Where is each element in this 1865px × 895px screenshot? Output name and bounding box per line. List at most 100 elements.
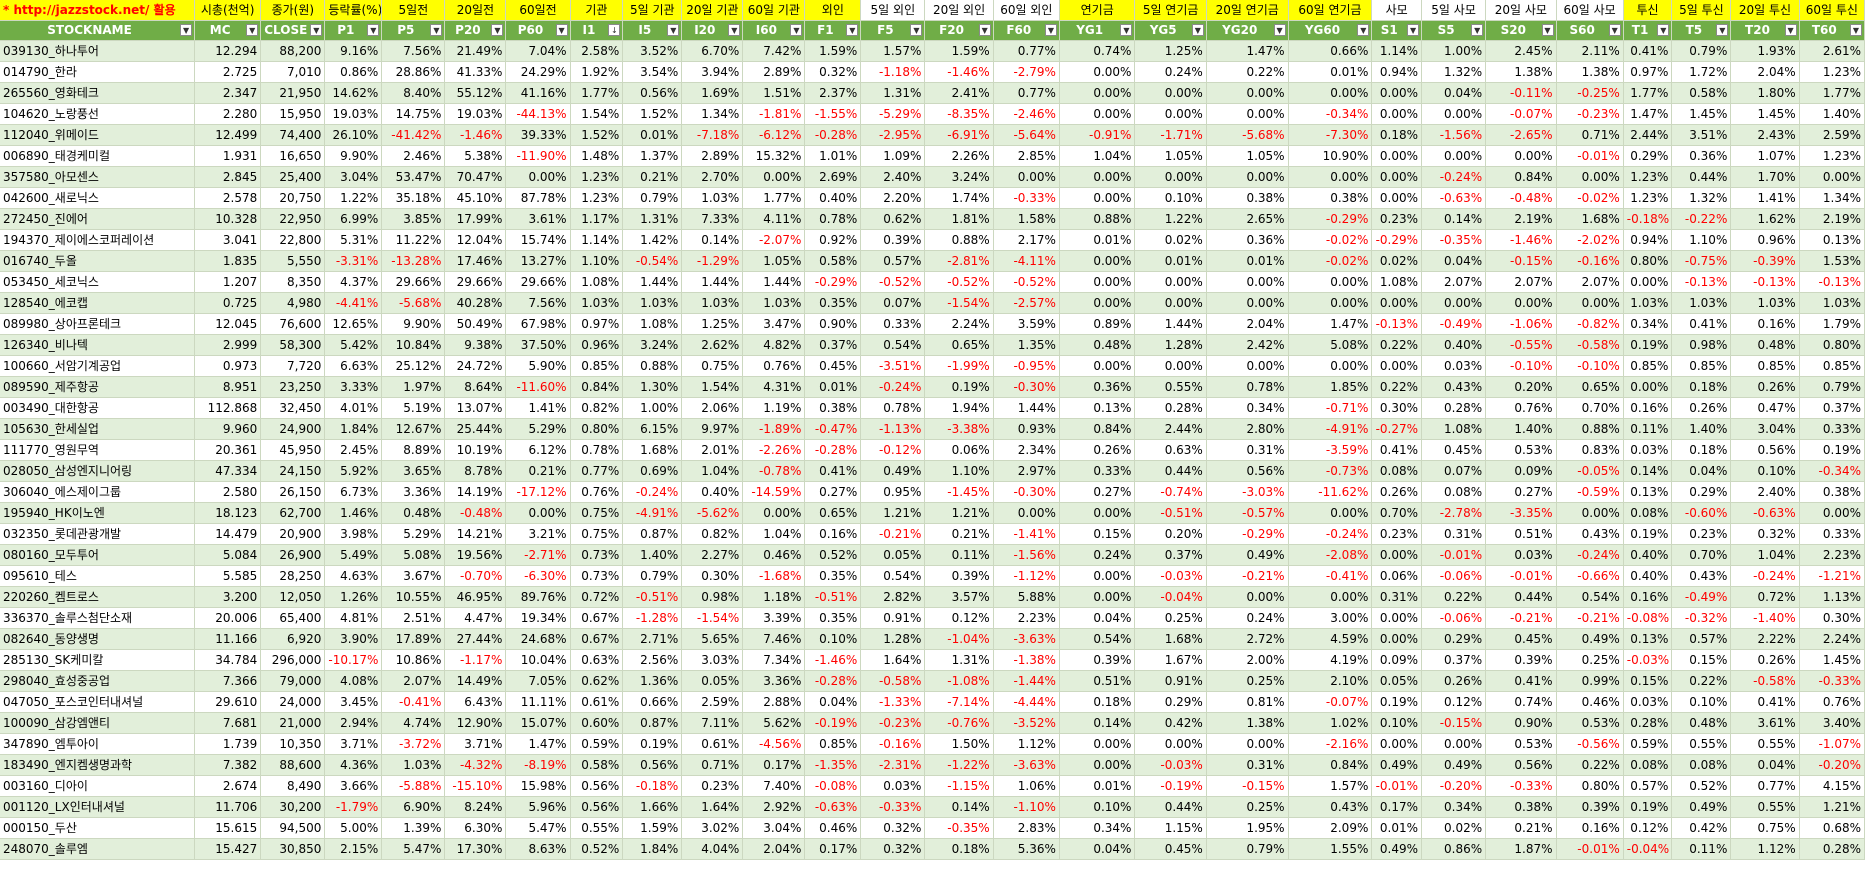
cell-p20[interactable]: 46.95%	[444, 586, 507, 608]
cell-i1[interactable]: 0.77%	[570, 460, 624, 482]
cell-f1[interactable]: -0.28%	[804, 670, 862, 692]
cell-i5[interactable]: 6.15%	[622, 418, 683, 440]
cell-i1[interactable]: 0.85%	[570, 355, 624, 377]
cell-close[interactable]: 21,950	[260, 82, 326, 104]
cell-p20[interactable]: 55.12%	[444, 82, 507, 104]
cell-close[interactable]: 296,000	[260, 649, 326, 671]
cell-t1[interactable]: 0.97%	[1623, 61, 1673, 83]
stock-name-cell[interactable]: 016740_두올	[0, 250, 196, 272]
cell-mc[interactable]: 2.280	[194, 103, 262, 125]
cell-s5[interactable]: -1.56%	[1421, 124, 1487, 146]
cell-p5[interactable]: 8.89%	[381, 439, 446, 461]
cell-t60[interactable]: -0.34%	[1799, 460, 1865, 482]
cell-i5[interactable]: -0.51%	[622, 586, 683, 608]
cell-i5[interactable]: 1.40%	[622, 544, 683, 566]
cell-p5[interactable]: -13.28%	[381, 250, 446, 272]
cell-yg60[interactable]: 0.00%	[1288, 502, 1373, 524]
cell-mc[interactable]: 2.999	[194, 334, 262, 356]
cell-f5[interactable]: -1.18%	[860, 61, 926, 83]
cell-f5[interactable]: 1.57%	[860, 40, 926, 62]
cell-mc[interactable]: 0.725	[194, 292, 262, 314]
cell-t20[interactable]: 0.16%	[1730, 313, 1800, 335]
cell-i20[interactable]: 1.64%	[681, 796, 744, 818]
cell-p1[interactable]: 9.90%	[324, 145, 383, 167]
cell-yg5[interactable]: -0.51%	[1134, 502, 1207, 524]
cell-s1[interactable]: 0.23%	[1371, 208, 1423, 230]
cell-s1[interactable]: 0.00%	[1371, 607, 1423, 629]
cell-p5[interactable]: 7.56%	[381, 40, 446, 62]
cell-s5[interactable]: 0.00%	[1421, 145, 1487, 167]
cell-yg1[interactable]: 0.54%	[1059, 628, 1136, 650]
cell-t60[interactable]: 0.30%	[1799, 607, 1865, 629]
cell-s60[interactable]: -2.02%	[1556, 229, 1624, 251]
cell-p60[interactable]: 7.04%	[505, 40, 571, 62]
cell-close[interactable]: 79,000	[260, 670, 326, 692]
stock-name-cell[interactable]: 126340_비나텍	[0, 334, 196, 356]
cell-yg1[interactable]: 0.00%	[1059, 166, 1136, 188]
group-header-cell[interactable]: 60일 투신	[1799, 0, 1865, 21]
stock-name-cell[interactable]: 100660_서암기계공업	[0, 355, 196, 377]
cell-yg1[interactable]: 0.84%	[1059, 418, 1136, 440]
cell-i1[interactable]: 1.08%	[570, 271, 624, 293]
cell-t5[interactable]: 0.22%	[1671, 670, 1732, 692]
cell-yg1[interactable]: 0.01%	[1059, 229, 1136, 251]
stock-name-cell[interactable]: 028050_삼성엔지니어링	[0, 460, 196, 482]
cell-s20[interactable]: 0.20%	[1485, 376, 1557, 398]
cell-mc[interactable]: 7.366	[194, 670, 262, 692]
cell-yg5[interactable]: 0.00%	[1134, 292, 1207, 314]
cell-f60[interactable]: 0.00%	[993, 502, 1060, 524]
cell-p20[interactable]: 9.38%	[444, 334, 507, 356]
stock-name-cell[interactable]: 306040_에스제이그룹	[0, 481, 196, 503]
stock-name-cell[interactable]: 285130_SK케미칼	[0, 649, 196, 671]
cell-mc[interactable]: 5.585	[194, 565, 262, 587]
cell-i5[interactable]: -0.18%	[622, 775, 683, 797]
cell-t1[interactable]: 0.41%	[1623, 40, 1673, 62]
cell-p20[interactable]: -4.32%	[444, 754, 507, 776]
stock-name-cell[interactable]: 104620_노랑풍선	[0, 103, 196, 125]
cell-t60[interactable]: 1.79%	[1799, 313, 1865, 335]
cell-t1[interactable]: 0.19%	[1623, 334, 1673, 356]
cell-f60[interactable]: 2.23%	[993, 607, 1060, 629]
cell-s60[interactable]: 1.38%	[1556, 61, 1624, 83]
cell-t60[interactable]: 0.13%	[1799, 229, 1865, 251]
filter-dropdown-icon[interactable]: ▼	[180, 24, 193, 36]
cell-f1[interactable]: 0.27%	[804, 481, 862, 503]
cell-p60[interactable]: 39.33%	[505, 124, 571, 146]
column-header-close[interactable]: CLOSE ▼	[260, 20, 326, 41]
cell-i60[interactable]: 15.32%	[742, 145, 806, 167]
cell-t5[interactable]: 1.10%	[1671, 229, 1732, 251]
filter-dropdown-icon[interactable]: ▼	[910, 24, 923, 36]
cell-s60[interactable]: -0.56%	[1556, 733, 1624, 755]
cell-i5[interactable]: 2.71%	[622, 628, 683, 650]
cell-p1[interactable]: 3.71%	[324, 733, 383, 755]
cell-yg60[interactable]: -4.91%	[1288, 418, 1373, 440]
stock-name-cell[interactable]: 112040_위메이드	[0, 124, 196, 146]
cell-p60[interactable]: 19.34%	[505, 607, 571, 629]
cell-i1[interactable]: 0.67%	[570, 628, 624, 650]
cell-s60[interactable]: -0.59%	[1556, 481, 1624, 503]
cell-mc[interactable]: 11.166	[194, 628, 262, 650]
cell-t1[interactable]: 0.15%	[1623, 670, 1673, 692]
cell-f20[interactable]: 0.21%	[924, 523, 994, 545]
cell-s5[interactable]: 0.45%	[1421, 439, 1487, 461]
cell-i20[interactable]: 9.97%	[681, 418, 744, 440]
cell-i20[interactable]: 7.11%	[681, 712, 744, 734]
cell-i60[interactable]: 3.04%	[742, 817, 806, 839]
cell-f1[interactable]: 2.69%	[804, 166, 862, 188]
cell-s60[interactable]: 2.11%	[1556, 40, 1624, 62]
cell-t20[interactable]: -0.39%	[1730, 250, 1800, 272]
cell-f60[interactable]: 0.77%	[993, 82, 1060, 104]
cell-t60[interactable]: 0.33%	[1799, 523, 1865, 545]
cell-close[interactable]: 8,490	[260, 775, 326, 797]
cell-p20[interactable]: 45.10%	[444, 187, 507, 209]
stock-name-cell[interactable]: 336370_솔루스첨단소재	[0, 607, 196, 629]
cell-t1[interactable]: -0.18%	[1623, 208, 1673, 230]
cell-yg60[interactable]: 1.47%	[1288, 313, 1373, 335]
cell-i60[interactable]: 4.31%	[742, 376, 806, 398]
cell-yg60[interactable]: 1.02%	[1288, 712, 1373, 734]
cell-yg60[interactable]: -0.02%	[1288, 229, 1373, 251]
cell-s1[interactable]: 0.01%	[1371, 817, 1423, 839]
cell-f1[interactable]: 0.35%	[804, 607, 862, 629]
group-header-cell[interactable]: 기관	[570, 0, 624, 21]
cell-p20[interactable]: 10.19%	[444, 439, 507, 461]
